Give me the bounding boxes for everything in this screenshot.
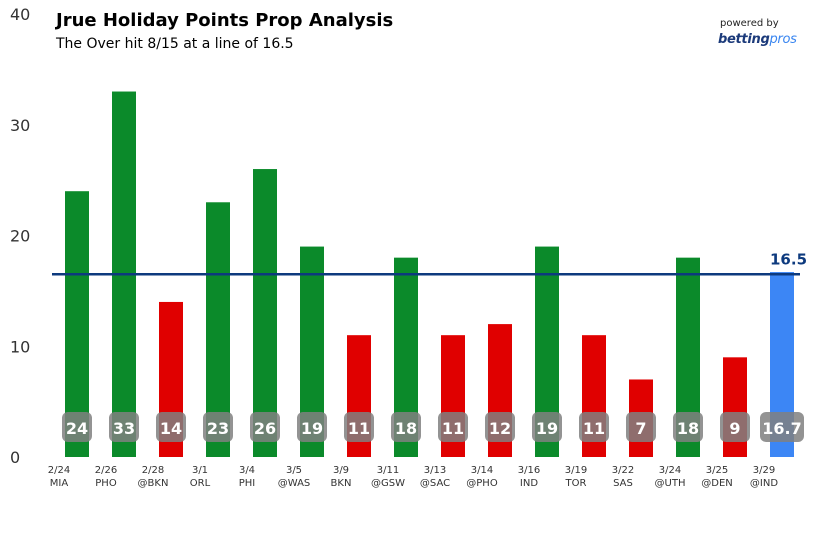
x-tick-date: 2/28	[142, 465, 164, 476]
value-badge	[156, 412, 186, 442]
x-tick-opponent: @SAC	[420, 478, 450, 489]
x-tick-date: 3/19	[565, 465, 587, 476]
x-tick-date: 3/11	[377, 465, 399, 476]
x-tick-date: 3/9	[333, 465, 349, 476]
value-badge	[438, 412, 468, 442]
value-label: 14	[160, 419, 182, 438]
logo-accent-text: pros	[769, 32, 797, 47]
bar	[723, 357, 747, 457]
prop-line-label: 16.5	[770, 250, 807, 268]
x-tick-date: 3/16	[518, 465, 540, 476]
x-tick-date: 3/25	[706, 465, 728, 476]
x-tick-opponent: @IND	[750, 478, 778, 489]
x-tick-opponent: @UTH	[655, 478, 686, 489]
y-tick-label: 30	[10, 116, 30, 135]
value-badge	[579, 412, 609, 442]
x-tick-opponent: TOR	[565, 478, 587, 489]
value-badge	[626, 412, 656, 442]
x-tick-date: 3/5	[286, 465, 302, 476]
x-tick-opponent: @DEN	[701, 478, 733, 489]
value-label: 33	[113, 419, 135, 438]
value-label: 18	[395, 419, 417, 438]
value-label: 11	[583, 419, 605, 438]
y-tick-label: 20	[10, 227, 30, 246]
value-label: 26	[254, 419, 276, 438]
y-tick-label: 0	[10, 448, 20, 467]
logo-main-text: betting	[718, 32, 770, 47]
y-tick-label: 10	[10, 337, 30, 356]
value-label: 11	[348, 419, 370, 438]
value-badge	[673, 412, 703, 442]
value-badge	[720, 412, 750, 442]
x-tick-date: 2/24	[48, 465, 70, 476]
x-tick-opponent: SAS	[613, 478, 633, 489]
value-label: 16.7	[762, 419, 801, 438]
x-tick-date: 3/4	[239, 465, 255, 476]
value-label: 9	[729, 419, 740, 438]
x-tick-date: 3/29	[753, 465, 775, 476]
value-label: 23	[207, 419, 229, 438]
y-tick-label: 40	[10, 5, 30, 24]
value-label: 7	[635, 419, 646, 438]
chart-title: Jrue Holiday Points Prop Analysis	[56, 10, 394, 31]
value-label: 12	[489, 419, 511, 438]
x-tick-opponent: @GSW	[371, 478, 405, 489]
x-tick-opponent: ORL	[190, 478, 211, 489]
value-badge	[760, 412, 804, 442]
value-badge	[250, 412, 280, 442]
value-badge	[532, 412, 562, 442]
x-tick-opponent: @WAS	[278, 478, 311, 489]
x-tick-date: 3/1	[192, 465, 208, 476]
value-label: 11	[442, 419, 464, 438]
x-tick-opponent: MIA	[50, 478, 69, 489]
x-tick-date: 2/26	[95, 465, 117, 476]
x-tick-opponent: IND	[520, 478, 538, 489]
value-label: 24	[66, 419, 88, 438]
powered-by-label: powered by	[720, 18, 779, 29]
value-badge	[344, 412, 374, 442]
value-badge	[109, 412, 139, 442]
value-label: 19	[536, 419, 558, 438]
x-tick-opponent: PHO	[95, 478, 117, 489]
value-badge	[62, 412, 92, 442]
value-badge	[297, 412, 327, 442]
x-tick-date: 3/22	[612, 465, 634, 476]
value-label: 19	[301, 419, 323, 438]
x-tick-opponent: @PHO	[466, 478, 498, 489]
x-tick-date: 3/14	[471, 465, 493, 476]
x-tick-opponent: @BKN	[138, 478, 169, 489]
bar	[253, 169, 277, 458]
value-label: 18	[677, 419, 699, 438]
value-badge	[391, 412, 421, 442]
x-tick-date: 3/13	[424, 465, 446, 476]
x-tick-opponent: PHI	[239, 478, 256, 489]
bettingpros-logo[interactable]: bettingpros	[718, 32, 797, 47]
x-tick-date: 3/24	[659, 465, 681, 476]
chart-subtitle: The Over hit 8/15 at a line of 16.5	[56, 36, 294, 52]
x-tick-opponent: BKN	[331, 478, 352, 489]
value-badge	[203, 412, 233, 442]
value-badge	[485, 412, 515, 442]
